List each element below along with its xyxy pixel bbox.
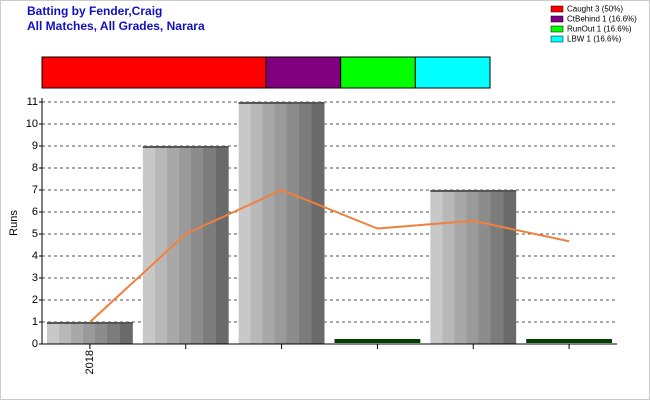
y-tick-label: 7 <box>32 184 38 196</box>
y-tick-label: 1 <box>32 316 38 328</box>
legend-label: LBW 1 (16.6%) <box>567 35 622 44</box>
bar-top <box>238 102 325 104</box>
y-axis-label: Runs <box>8 210 20 236</box>
y-tick-label: 8 <box>32 162 38 174</box>
legend-swatch <box>550 25 564 33</box>
y-tick-label: 5 <box>32 228 38 240</box>
legend-label: Caught 3 (50%) <box>567 5 623 14</box>
legend-swatch <box>550 5 564 13</box>
bar <box>430 190 517 344</box>
x-tick-label: 2018 <box>84 350 96 374</box>
bar <box>142 146 229 344</box>
chart-subtitle: All Matches, All Grades, Narara <box>27 19 205 33</box>
y-tick-label: 9 <box>32 140 38 152</box>
chart-title: Batting by Fender,Craig <box>27 4 162 18</box>
y-tick-label: 4 <box>32 250 38 262</box>
dismissal-segment <box>265 56 342 89</box>
dismissal-segment <box>340 56 416 89</box>
y-tick-label: 3 <box>32 272 38 284</box>
zero-bar <box>334 339 421 343</box>
dismissal-segment <box>41 56 267 89</box>
y-tick-label: 11 <box>27 96 38 108</box>
y-tick-label: 0 <box>32 338 38 350</box>
bar <box>238 102 325 344</box>
dismissal-segment <box>414 56 491 89</box>
y-tick-label: 2 <box>32 294 38 306</box>
bar-top <box>47 322 133 324</box>
zero-bar <box>526 339 612 343</box>
legend-label: RunOut 1 (16.6%) <box>567 25 632 34</box>
y-tick-label: 6 <box>32 206 38 218</box>
bar <box>47 322 133 344</box>
line <box>89 188 570 323</box>
legend-swatch <box>550 35 564 43</box>
bar-top <box>142 146 229 148</box>
legend-swatch <box>550 15 564 23</box>
y-tick-label: 10 <box>26 118 38 130</box>
bar-top <box>430 190 517 192</box>
legend-label: CtBehind 1 (16.6%) <box>567 15 637 24</box>
